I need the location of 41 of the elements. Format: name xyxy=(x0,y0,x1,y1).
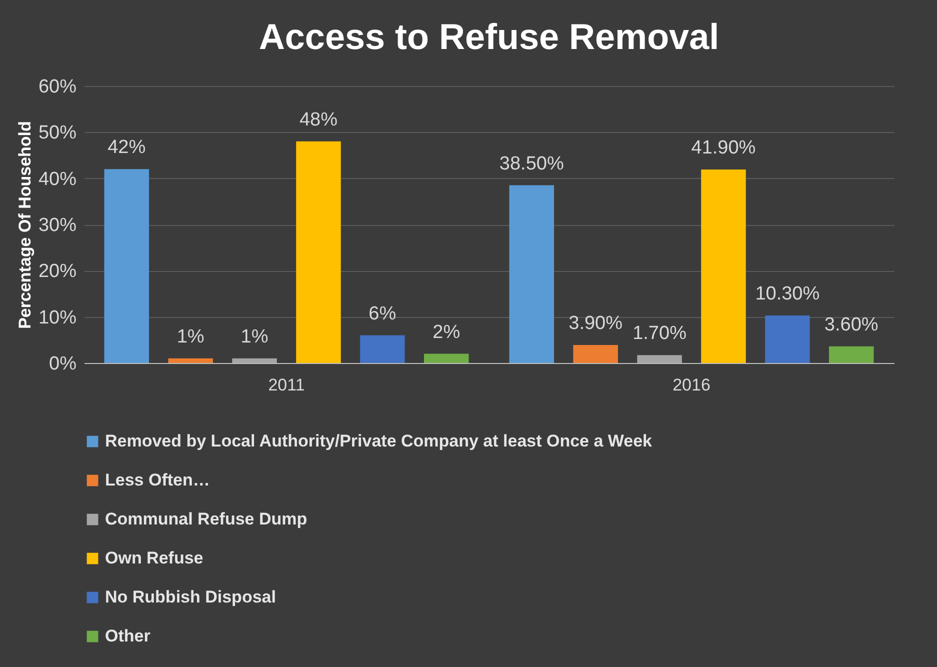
bar xyxy=(360,335,405,363)
y-tick-label: 60% xyxy=(38,76,77,98)
y-tick-label: 50% xyxy=(38,122,77,144)
data-label: 42% xyxy=(108,137,146,158)
bar xyxy=(296,141,341,363)
legend-label: No Rubbish Disposal xyxy=(105,588,276,606)
y-tick-label: 30% xyxy=(38,215,77,236)
legend-label: Other xyxy=(105,626,151,646)
bar xyxy=(828,346,874,363)
y-tick-label: 40% xyxy=(38,168,77,190)
data-label: 6% xyxy=(368,303,396,324)
y-axis-title: Percentage Of Household xyxy=(15,121,34,329)
data-label: 38.50% xyxy=(499,153,564,174)
bar xyxy=(424,354,469,363)
x-tick-label: 2016 xyxy=(672,376,710,394)
bar xyxy=(104,169,150,363)
y-tick-label: 20% xyxy=(38,261,77,282)
data-label: 1% xyxy=(176,326,204,348)
data-label: 3.60% xyxy=(824,314,878,336)
data-label: 48% xyxy=(299,109,338,130)
data-label: 2% xyxy=(432,322,460,343)
bar xyxy=(637,355,682,363)
legend-label: Less Often… xyxy=(105,470,210,490)
legend-label: Communal Refuse Dump xyxy=(105,510,308,528)
data-label: 1% xyxy=(240,326,268,348)
data-label: 3.90% xyxy=(568,312,623,334)
x-tick-label: 2011 xyxy=(268,376,305,394)
data-label: 41.90% xyxy=(691,138,756,159)
data-label: 10.30% xyxy=(755,283,820,304)
legend-label: Removed by Local Authority/Private Company at least Once a Week xyxy=(105,432,653,450)
bar xyxy=(765,315,810,363)
bar xyxy=(701,170,746,363)
bar xyxy=(509,185,554,363)
legend-label: Own Refuse xyxy=(105,548,204,568)
chart-title: Access to Refuse Removal xyxy=(258,16,720,57)
y-tick-label: 10% xyxy=(38,307,77,328)
bar xyxy=(168,358,213,363)
bar xyxy=(232,358,277,363)
bar xyxy=(573,344,618,363)
data-label: 1.70% xyxy=(632,323,687,344)
y-tick-label: 0% xyxy=(49,354,77,374)
